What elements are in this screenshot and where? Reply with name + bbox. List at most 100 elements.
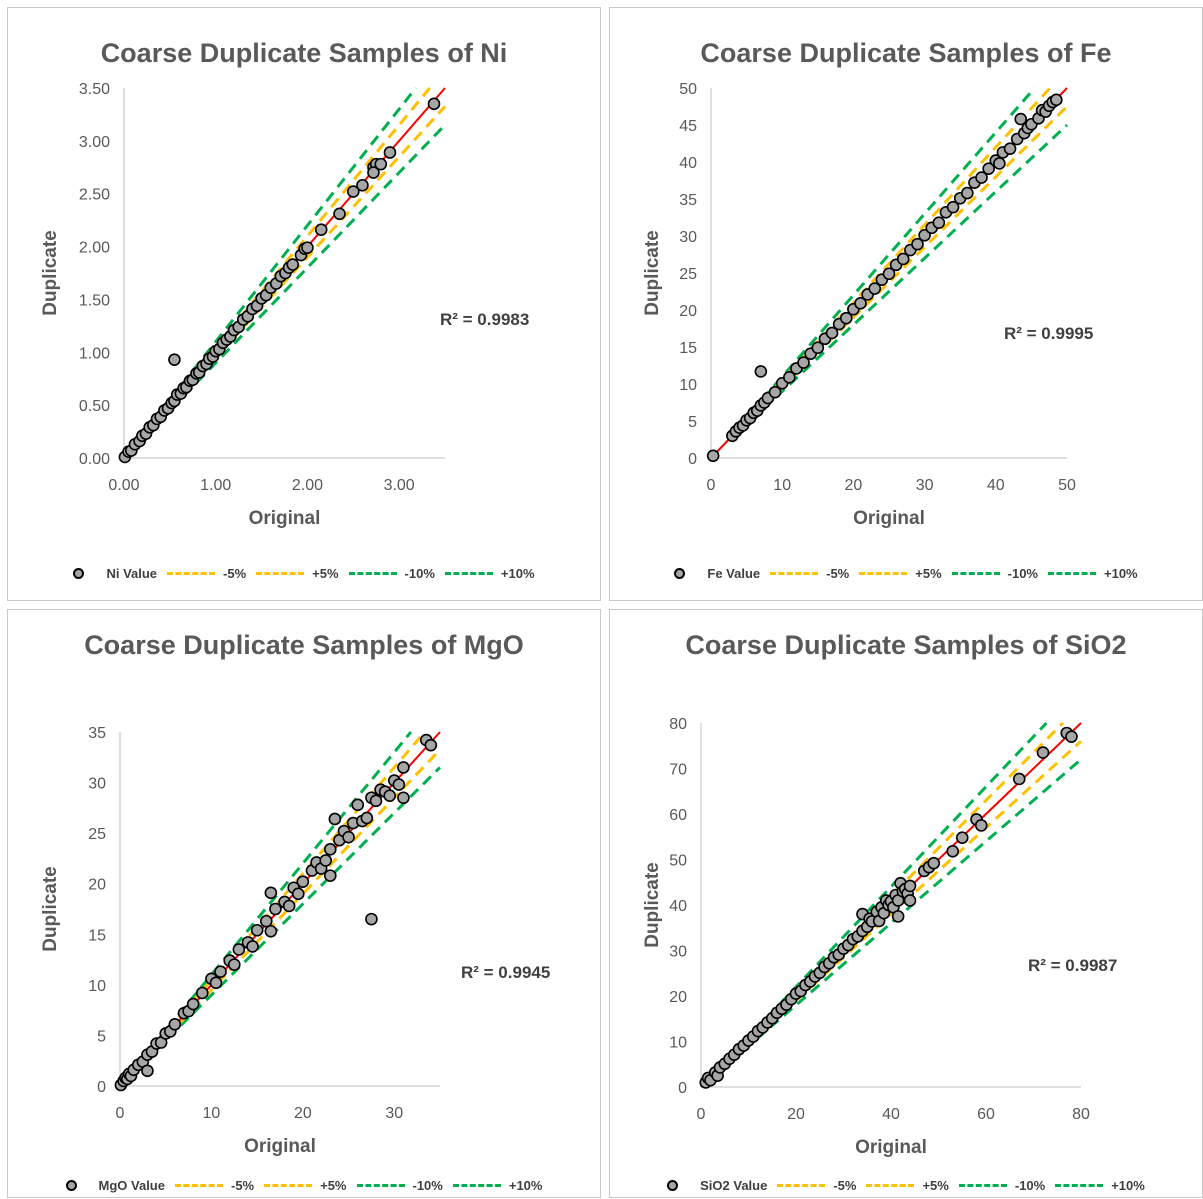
x-tick-label: 20 xyxy=(787,1106,805,1123)
chart-title: Coarse Duplicate Samples of SiO2 xyxy=(685,630,1127,660)
data-point xyxy=(209,976,223,990)
data-point xyxy=(282,899,296,913)
data-point xyxy=(783,371,796,384)
y-tick-label: 20 xyxy=(679,303,697,320)
x-tick-label: 80 xyxy=(1072,1106,1090,1123)
y-tick-label: 35 xyxy=(679,192,697,209)
legend-label: -10% xyxy=(1014,1177,1046,1193)
data-point xyxy=(882,267,896,281)
data-point xyxy=(891,910,905,923)
y-axis-title: Duplicate xyxy=(40,230,61,316)
band-plus10-line xyxy=(154,731,413,1045)
y-tick-label: 0 xyxy=(678,1080,687,1097)
legend-item: MgO Value xyxy=(65,1178,165,1193)
data-point xyxy=(1014,112,1028,126)
data-point xyxy=(825,326,839,340)
data-point xyxy=(328,812,342,826)
r2-annotation: R² = 0.9983 xyxy=(440,310,530,329)
data-point xyxy=(854,297,867,310)
legend-label: -10% xyxy=(1007,565,1038,581)
legend-marker xyxy=(674,567,686,579)
y-tick-label: 1.00 xyxy=(79,345,110,362)
band-minus10-line xyxy=(154,766,442,1053)
x-tick-label: 10 xyxy=(773,477,791,494)
chart-svg: 0 5 10 15 20 25 30 35 0 10 20 30 Original Duplicate xyxy=(40,725,442,1157)
data-point xyxy=(346,185,360,198)
legend-marker xyxy=(73,567,85,579)
legend-item: -5% xyxy=(167,566,246,581)
x-tick-label: 40 xyxy=(987,477,1005,494)
x-tick-label: 30 xyxy=(916,477,934,494)
data-point xyxy=(903,879,917,893)
band-plus10-line xyxy=(749,87,1036,415)
legend-item: SiO2 Value xyxy=(667,1178,767,1193)
data-point xyxy=(374,157,388,171)
chart-legend: MgO Value -5% +5% -10% +10% xyxy=(8,1175,600,1195)
legend-dash xyxy=(452,1183,501,1187)
data-point xyxy=(246,940,259,953)
x-tick-label: 50 xyxy=(1058,477,1076,494)
data-point xyxy=(397,761,410,774)
chart-title: Coarse Duplicate Samples of Fe xyxy=(700,38,1112,68)
y-tick-label: 10 xyxy=(669,1035,687,1052)
x-tick-label: 0.00 xyxy=(108,477,139,494)
legend-dash xyxy=(356,1183,405,1187)
x-tick-label: 60 xyxy=(977,1106,995,1123)
y-tick-label: 40 xyxy=(679,155,697,172)
r2-annotation: R² = 0.9945 xyxy=(461,963,551,982)
r2-annotation: R² = 0.9987 xyxy=(1028,956,1118,975)
legend-dash xyxy=(859,571,908,575)
data-point xyxy=(168,353,181,366)
chart-svg: 0 10 20 30 40 50 60 70 80 0 20 40 60 80 Original Duplic… xyxy=(642,716,1090,1158)
legend-item: -10% xyxy=(951,565,1038,581)
legend-label: +5% xyxy=(922,1177,949,1193)
legend-label: +5% xyxy=(312,565,339,581)
data-point xyxy=(269,902,282,916)
y-tick-label: 1.50 xyxy=(79,292,110,309)
y-axis-title: Duplicate xyxy=(642,862,663,948)
legend-label: +10% xyxy=(500,565,535,581)
legend-label: +5% xyxy=(915,565,942,581)
data-point xyxy=(286,258,300,271)
data-point xyxy=(141,1064,154,1078)
y-tick-label: 5 xyxy=(688,414,697,431)
data-point xyxy=(291,887,305,901)
y-tick-label: 25 xyxy=(88,826,106,843)
data-point xyxy=(342,830,355,844)
chart-legend: Ni Value -5% +5% -10% +10% xyxy=(8,563,600,583)
legend-label: Fe Value xyxy=(707,565,761,581)
legend-dash xyxy=(866,1183,915,1187)
data-point xyxy=(961,186,974,200)
legend-label: +10% xyxy=(1111,1177,1145,1193)
legend-item: +10% xyxy=(1048,566,1138,581)
y-axis-title: Duplicate xyxy=(642,230,663,316)
data-point xyxy=(911,237,924,251)
legend-item: +5% xyxy=(866,1177,949,1193)
data-point xyxy=(250,923,264,937)
legend-label: -10% xyxy=(412,1177,443,1193)
data-point xyxy=(356,178,369,192)
chart-svg: 0.00 0.50 1.00 1.50 2.00 2.50 3.00 3.50 0.00 1.00… xyxy=(40,81,447,529)
data-point xyxy=(811,341,825,355)
legend-dash xyxy=(1055,1183,1104,1187)
data-point xyxy=(932,216,946,229)
legend-item: +10% xyxy=(444,565,535,581)
data-point xyxy=(264,924,278,938)
data-point xyxy=(993,157,1006,170)
legend-item: +5% xyxy=(256,565,339,581)
data-point xyxy=(392,778,406,791)
data-point xyxy=(424,738,438,752)
legend-dash xyxy=(174,1183,223,1187)
y-tick-label: 45 xyxy=(679,118,697,135)
legend-label: -5% xyxy=(826,565,850,581)
data-point xyxy=(232,943,246,956)
band-minus10-line xyxy=(749,123,1069,423)
data-point xyxy=(227,958,241,971)
data-point xyxy=(706,449,720,463)
y-tick-label: 30 xyxy=(669,944,687,961)
data-point xyxy=(168,1018,182,1031)
x-axis-title: Original xyxy=(853,508,925,529)
data-point xyxy=(259,914,273,928)
legend-dash xyxy=(264,1183,313,1187)
data-point xyxy=(427,97,441,111)
